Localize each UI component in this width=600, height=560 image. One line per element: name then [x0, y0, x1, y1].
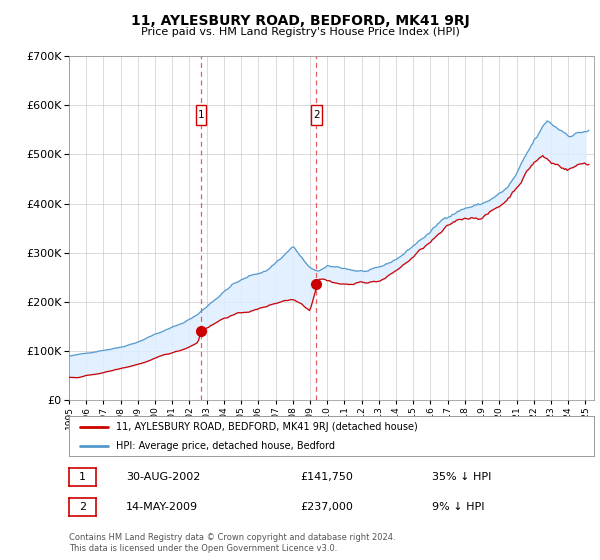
Text: 1: 1	[79, 472, 86, 482]
Text: Contains HM Land Registry data © Crown copyright and database right 2024.
This d: Contains HM Land Registry data © Crown c…	[69, 533, 395, 553]
Text: 11, AYLESBURY ROAD, BEDFORD, MK41 9RJ (detached house): 11, AYLESBURY ROAD, BEDFORD, MK41 9RJ (d…	[116, 422, 418, 432]
FancyBboxPatch shape	[311, 105, 322, 125]
FancyBboxPatch shape	[196, 105, 206, 125]
Text: Price paid vs. HM Land Registry's House Price Index (HPI): Price paid vs. HM Land Registry's House …	[140, 27, 460, 37]
Text: 30-AUG-2002: 30-AUG-2002	[126, 472, 200, 482]
Text: £141,750: £141,750	[300, 472, 353, 482]
Text: 14-MAY-2009: 14-MAY-2009	[126, 502, 198, 512]
Text: HPI: Average price, detached house, Bedford: HPI: Average price, detached house, Bedf…	[116, 441, 335, 450]
Text: 9% ↓ HPI: 9% ↓ HPI	[432, 502, 485, 512]
Text: £237,000: £237,000	[300, 502, 353, 512]
Text: 35% ↓ HPI: 35% ↓ HPI	[432, 472, 491, 482]
Text: 1: 1	[198, 110, 205, 120]
Text: 2: 2	[79, 502, 86, 512]
Text: 2: 2	[313, 110, 320, 120]
Text: 11, AYLESBURY ROAD, BEDFORD, MK41 9RJ: 11, AYLESBURY ROAD, BEDFORD, MK41 9RJ	[131, 14, 469, 28]
